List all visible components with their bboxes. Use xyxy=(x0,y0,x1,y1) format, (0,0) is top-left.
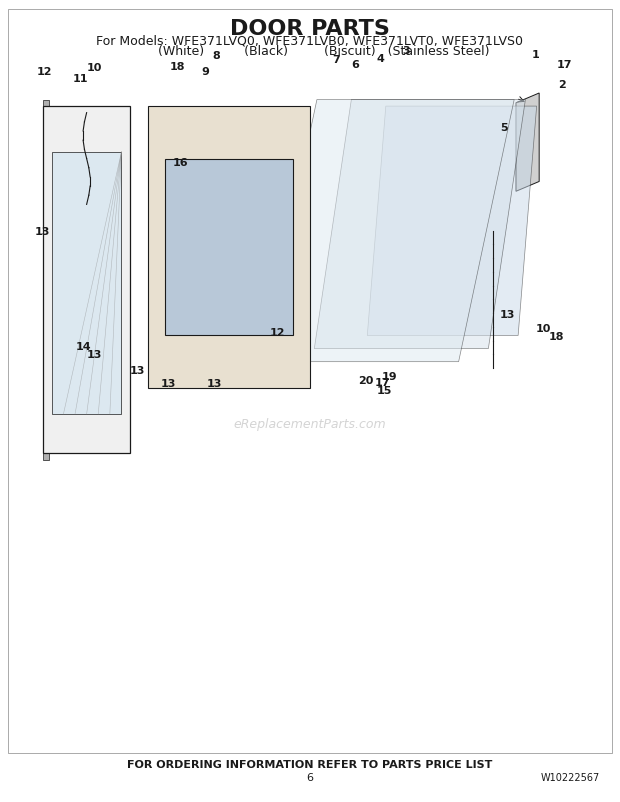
Text: For Models: WFE371LVQ0, WFE371LVB0, WFE371LVT0, WFE371LVS0: For Models: WFE371LVQ0, WFE371LVB0, WFE3… xyxy=(97,34,523,48)
Text: 10: 10 xyxy=(86,63,102,73)
Text: 2: 2 xyxy=(558,80,565,91)
Text: 7: 7 xyxy=(333,55,340,65)
Text: 13: 13 xyxy=(206,379,222,389)
Text: 13: 13 xyxy=(161,379,175,389)
Text: W10222567: W10222567 xyxy=(541,773,600,784)
Text: 5: 5 xyxy=(500,123,508,132)
Polygon shape xyxy=(262,99,514,362)
Text: 3: 3 xyxy=(402,46,410,56)
Text: 12: 12 xyxy=(270,328,286,338)
Text: 15: 15 xyxy=(376,386,392,395)
Text: 18: 18 xyxy=(169,62,185,72)
Text: 13: 13 xyxy=(35,226,50,237)
Text: 18: 18 xyxy=(549,332,565,342)
Text: 16: 16 xyxy=(172,158,188,168)
Text: 20: 20 xyxy=(358,376,373,386)
Polygon shape xyxy=(52,152,122,414)
Polygon shape xyxy=(43,106,130,453)
Text: 4: 4 xyxy=(376,54,384,64)
Text: 13: 13 xyxy=(86,350,102,359)
Text: 19: 19 xyxy=(381,372,397,382)
Text: 17: 17 xyxy=(375,379,391,388)
Text: 8: 8 xyxy=(212,51,220,61)
Text: 6: 6 xyxy=(306,773,314,784)
Text: DOOR PARTS: DOOR PARTS xyxy=(230,19,390,39)
Polygon shape xyxy=(516,93,539,192)
Polygon shape xyxy=(148,106,310,388)
Text: 6: 6 xyxy=(351,60,359,71)
Polygon shape xyxy=(314,99,525,349)
Text: FOR ORDERING INFORMATION REFER TO PARTS PRICE LIST: FOR ORDERING INFORMATION REFER TO PARTS … xyxy=(127,759,493,770)
Text: (White)          (Black)         (Biscuit)   (Stainless Steel): (White) (Black) (Biscuit) (Stainless Ste… xyxy=(130,45,490,59)
Text: 1: 1 xyxy=(531,50,539,60)
Polygon shape xyxy=(43,99,49,460)
Text: eReplacementParts.com: eReplacementParts.com xyxy=(234,419,386,431)
Polygon shape xyxy=(367,106,537,335)
Text: 11: 11 xyxy=(73,74,88,84)
Text: 14: 14 xyxy=(76,342,91,351)
Text: 13: 13 xyxy=(500,310,515,320)
Text: 10: 10 xyxy=(536,324,551,334)
Text: 13: 13 xyxy=(130,366,145,375)
Polygon shape xyxy=(165,159,293,335)
Text: 9: 9 xyxy=(201,67,209,77)
Text: 17: 17 xyxy=(557,59,572,70)
Text: 12: 12 xyxy=(37,67,52,77)
